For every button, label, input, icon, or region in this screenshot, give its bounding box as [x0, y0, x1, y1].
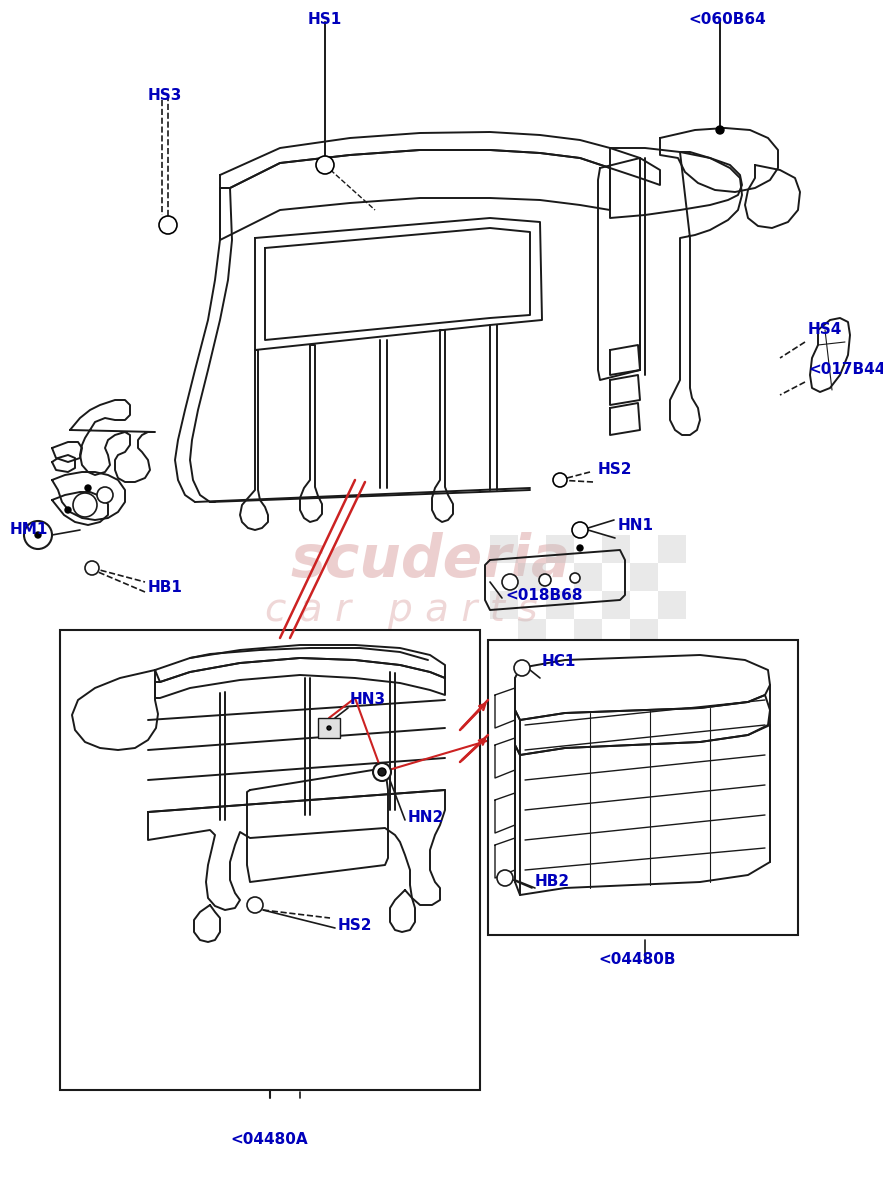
Circle shape: [577, 545, 583, 551]
Circle shape: [24, 521, 52, 550]
Circle shape: [247, 898, 263, 913]
Text: <017B44: <017B44: [808, 362, 883, 378]
Bar: [488, 640, 798, 935]
Circle shape: [35, 532, 41, 538]
Text: HS1: HS1: [308, 12, 342, 26]
Text: <04480A: <04480A: [230, 1133, 307, 1147]
Text: <04480B: <04480B: [598, 953, 675, 967]
Text: HS2: HS2: [338, 918, 373, 934]
Circle shape: [162, 218, 174, 230]
Text: c a r   p a r t s: c a r p a r t s: [265, 590, 538, 629]
Bar: [658, 647, 686, 674]
Circle shape: [250, 900, 260, 910]
Text: <060B64: <060B64: [688, 12, 766, 26]
Circle shape: [97, 487, 113, 503]
Circle shape: [514, 660, 530, 676]
Bar: [574, 619, 602, 647]
Circle shape: [378, 768, 386, 776]
Bar: [602, 647, 630, 674]
Bar: [546, 703, 574, 731]
Circle shape: [500, 874, 510, 883]
Circle shape: [327, 726, 331, 730]
Text: HS4: HS4: [808, 323, 842, 337]
Bar: [60, 630, 480, 1090]
Circle shape: [88, 564, 96, 572]
Text: HN3: HN3: [350, 692, 386, 708]
Circle shape: [539, 574, 551, 586]
Text: HS3: HS3: [148, 88, 183, 103]
Circle shape: [575, 526, 585, 535]
Text: HC1: HC1: [542, 654, 577, 670]
Circle shape: [517, 662, 527, 673]
Bar: [490, 535, 518, 563]
Circle shape: [85, 485, 91, 491]
Bar: [658, 703, 686, 731]
Text: <018B68: <018B68: [505, 588, 583, 602]
Circle shape: [65, 506, 71, 514]
Circle shape: [373, 763, 391, 781]
Circle shape: [497, 870, 513, 886]
Circle shape: [320, 160, 330, 170]
Circle shape: [553, 473, 567, 487]
Text: HM1: HM1: [10, 522, 49, 538]
Bar: [630, 563, 658, 590]
Bar: [630, 674, 658, 703]
Text: HB1: HB1: [148, 581, 183, 595]
Text: HN1: HN1: [618, 517, 654, 533]
Bar: [574, 563, 602, 590]
Bar: [490, 590, 518, 619]
Circle shape: [556, 476, 564, 484]
Bar: [490, 647, 518, 674]
Bar: [602, 703, 630, 731]
Bar: [518, 674, 546, 703]
Circle shape: [502, 574, 518, 590]
Text: HS2: HS2: [598, 462, 632, 478]
Circle shape: [85, 560, 99, 575]
Circle shape: [159, 216, 177, 234]
Bar: [658, 590, 686, 619]
Circle shape: [316, 156, 334, 174]
Circle shape: [572, 522, 588, 538]
Bar: [546, 590, 574, 619]
Bar: [602, 535, 630, 563]
Bar: [546, 535, 574, 563]
Bar: [602, 590, 630, 619]
Bar: [518, 563, 546, 590]
Text: scuderia: scuderia: [290, 532, 570, 588]
Circle shape: [716, 126, 724, 134]
Circle shape: [73, 493, 97, 517]
Text: HB2: HB2: [535, 875, 570, 889]
Bar: [490, 703, 518, 731]
Bar: [658, 535, 686, 563]
Bar: [574, 674, 602, 703]
Bar: [630, 619, 658, 647]
Bar: [318, 718, 340, 738]
Bar: [518, 619, 546, 647]
Bar: [546, 647, 574, 674]
Circle shape: [570, 572, 580, 583]
Text: HN2: HN2: [408, 810, 444, 826]
